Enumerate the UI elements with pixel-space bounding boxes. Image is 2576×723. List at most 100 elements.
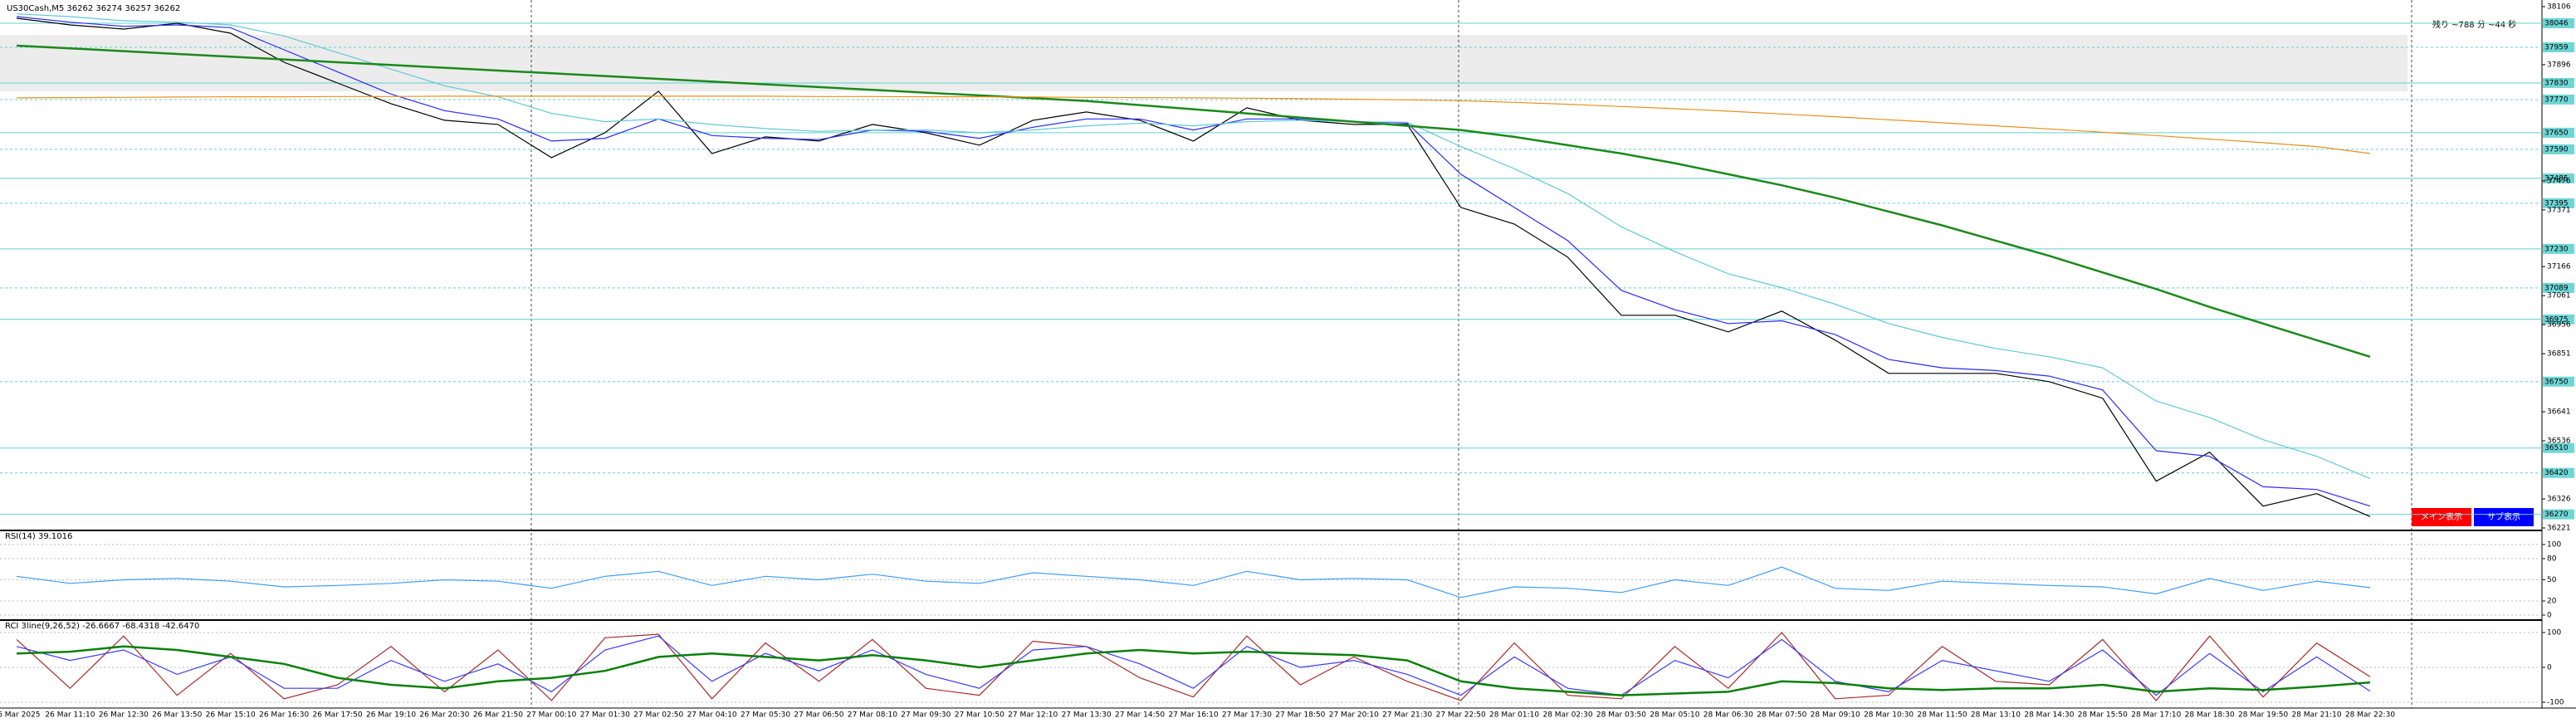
- y-tick-label: 0: [2547, 664, 2552, 672]
- x-tick-label: 28 Mar 18:30: [2185, 711, 2235, 720]
- x-tick-label: 27 Mar 22:50: [1436, 711, 1486, 720]
- series-line: [16, 16, 2371, 507]
- x-tick-label: 27 Mar 08:10: [848, 711, 897, 720]
- price-level-label: 37830: [2544, 79, 2569, 87]
- y-tick-label: 36851: [2547, 350, 2571, 359]
- x-tick-label: 26 Mar 15:10: [206, 711, 256, 720]
- series-line: [16, 95, 2371, 154]
- price-level-box: [2543, 282, 2574, 293]
- x-tick-label: 28 Mar 06:30: [1703, 711, 1753, 720]
- y-tick-label: 36956: [2547, 321, 2571, 330]
- series-line: [16, 17, 2371, 517]
- x-tick-label: 27 Mar 18:50: [1275, 711, 1325, 720]
- x-tick-label: 28 Mar 11:50: [1917, 711, 1967, 720]
- x-tick-label: 28 Mar 19:50: [2238, 711, 2288, 720]
- chart-title: US30Cash,M5 36262 36274 36257 36262: [7, 4, 180, 13]
- sub-button-label[interactable]: サブ表示: [2487, 511, 2520, 522]
- y-tick-label: 36536: [2547, 437, 2571, 446]
- price-level-box: [2543, 376, 2574, 387]
- x-tick-label: 26 Mar 21:50: [473, 711, 523, 720]
- x-tick-label: 28 Mar 10:30: [1864, 711, 1914, 720]
- x-tick-label: 27 Mar 21:30: [1382, 711, 1432, 720]
- price-level-box: [2543, 173, 2574, 183]
- y-tick-label: 37166: [2547, 263, 2571, 271]
- price-level-label: 37485: [2544, 174, 2569, 183]
- series-line: [16, 44, 2371, 358]
- x-tick-label: 27 Mar 09:30: [901, 711, 951, 720]
- x-tick-label: 28 Mar 07:50: [1757, 711, 1806, 720]
- y-tick-label: 80: [2547, 555, 2557, 564]
- price-level-label: 36975: [2544, 315, 2569, 324]
- price-level-label: 37959: [2544, 43, 2569, 51]
- y-tick-label: 36221: [2547, 525, 2571, 533]
- x-tick-label: 28 Mar 09:10: [1811, 711, 1860, 720]
- x-tick-label: 27 Mar 17:30: [1222, 711, 1272, 720]
- x-tick-label: 27 Mar 20:10: [1329, 711, 1379, 720]
- y-tick-label: 0: [2547, 612, 2552, 620]
- x-tick-label: 26 Mar 16:30: [259, 711, 309, 720]
- y-tick-label: -100: [2547, 699, 2564, 707]
- x-tick-label: 28 Mar 02:30: [1542, 711, 1592, 720]
- x-tick-label: 27 Mar 06:50: [794, 711, 843, 720]
- price-level-label: 37089: [2544, 284, 2569, 292]
- series-line: [16, 13, 2371, 479]
- x-tick-label: 27 Mar 14:50: [1115, 711, 1165, 720]
- x-tick-label: 26 Mar 19:10: [366, 711, 416, 720]
- x-tick-label: 28 Mar 17:10: [2131, 711, 2181, 720]
- x-tick-label: 27 Mar 04:10: [687, 711, 737, 720]
- x-tick-label: 26 Mar 20:30: [419, 711, 469, 720]
- x-tick-label: 27 Mar 01:30: [580, 711, 630, 720]
- price-level-box: [2543, 94, 2574, 105]
- price-level-label: 37230: [2544, 245, 2569, 253]
- x-tick-label: 26 Mar 2025: [0, 711, 41, 720]
- price-level-box: [2543, 77, 2574, 88]
- price-level-box: [2543, 127, 2574, 138]
- y-tick-label: 37061: [2547, 292, 2571, 300]
- price-level-box: [2543, 509, 2574, 520]
- series-line: [16, 566, 2371, 598]
- price-level-box: [2543, 243, 2574, 254]
- price-level-label: 37650: [2544, 129, 2569, 137]
- x-tick-label: 28 Mar 22:30: [2345, 711, 2395, 720]
- x-tick-label: 26 Mar 13:50: [152, 711, 202, 720]
- sub-button[interactable]: [2474, 508, 2534, 526]
- x-tick-label: 27 Mar 05:30: [741, 711, 790, 720]
- x-tick-label: 28 Mar 01:10: [1489, 711, 1539, 720]
- x-tick-label: 27 Mar 13:30: [1062, 711, 1112, 720]
- x-tick-label: 28 Mar 21:10: [2292, 711, 2342, 720]
- y-tick-label: 100: [2547, 541, 2561, 550]
- y-tick-label: 37371: [2547, 206, 2571, 214]
- x-tick-label: 28 Mar 14:30: [2024, 711, 2074, 720]
- main-button-label[interactable]: メイン表示: [2421, 511, 2462, 522]
- x-tick-label: 28 Mar 15:50: [2078, 711, 2128, 720]
- x-tick-label: 28 Mar 05:10: [1650, 711, 1699, 720]
- rci-title: RCI 3line(9,26,52) -26.6667 -68.4318 -42…: [5, 622, 199, 631]
- price-level-box: [2543, 144, 2574, 154]
- price-level-label: 37590: [2544, 145, 2569, 154]
- price-level-box: [2543, 442, 2574, 453]
- y-tick-label: 37476: [2547, 177, 2571, 185]
- price-level-label: 36750: [2544, 378, 2569, 386]
- price-level-box: [2543, 314, 2574, 325]
- x-tick-label: 26 Mar 17:50: [313, 711, 363, 720]
- main-button[interactable]: [2412, 508, 2471, 526]
- x-tick-label: 27 Mar 12:10: [1008, 711, 1058, 720]
- x-tick-label: 27 Mar 16:10: [1168, 711, 1218, 720]
- series-line: [16, 645, 2371, 696]
- x-tick-label: 27 Mar 02:50: [633, 711, 683, 720]
- series-line: [16, 632, 2371, 701]
- price-level-box: [2543, 17, 2574, 28]
- x-tick-label: 28 Mar 13:10: [1971, 711, 2021, 720]
- shaded-zone: [0, 35, 2407, 91]
- y-tick-label: 36641: [2547, 408, 2571, 417]
- y-tick-label: 20: [2547, 598, 2557, 606]
- x-tick-label: 26 Mar 11:10: [45, 711, 95, 720]
- y-tick-label: 37896: [2547, 61, 2571, 69]
- x-tick-label: 28 Mar 03:50: [1596, 711, 1646, 720]
- price-level-box: [2543, 42, 2574, 52]
- price-level-label: 36510: [2544, 444, 2569, 452]
- rsi-title: RSI(14) 39.1016: [5, 532, 72, 541]
